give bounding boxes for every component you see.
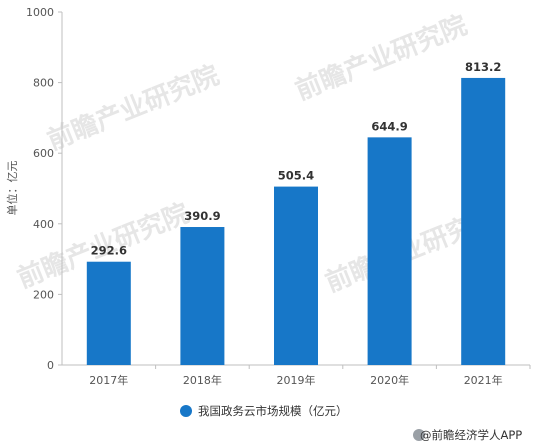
y-tick-label: 400 xyxy=(33,218,54,231)
bar xyxy=(461,77,506,365)
watermark-text: 前瞻产业研究院 xyxy=(43,60,223,157)
data-labels: 292.6 390.9 505.4 644.9 813.2 xyxy=(91,60,502,258)
y-axis-label: 单位：亿元 xyxy=(5,161,19,216)
bars-group xyxy=(86,77,506,365)
legend-label: 我国政务云市场规模（亿元） xyxy=(198,404,348,418)
x-axis-ticks: 2017年 2018年 2019年 2020年 2021年 xyxy=(89,365,531,387)
data-label: 813.2 xyxy=(465,60,501,74)
data-label: 505.4 xyxy=(278,169,314,183)
x-tick-label: 2018年 xyxy=(183,373,222,387)
data-label: 292.6 xyxy=(91,244,127,258)
source-credit: @前瞻经济学人APP xyxy=(413,428,522,442)
data-label: 644.9 xyxy=(371,119,407,133)
watermark-text: 前瞻产业研究院 xyxy=(291,10,471,107)
y-tick-label: 0 xyxy=(47,359,54,372)
x-tick-label: 2021年 xyxy=(464,373,503,387)
y-axis-ticks: 0 200 400 600 800 1000 xyxy=(26,6,62,372)
y-tick-label: 800 xyxy=(33,77,54,90)
y-tick-label: 200 xyxy=(33,288,54,301)
y-tick-label: 1000 xyxy=(26,6,54,19)
source-text: @前瞻经济学人APP xyxy=(420,428,522,442)
y-tick-label: 600 xyxy=(33,147,54,160)
bar xyxy=(367,137,412,365)
legend: 我国政务云市场规模（亿元） xyxy=(180,404,348,418)
watermark-layer: 前瞻产业研究院前瞻产业研究院前瞻产业研究院前瞻产业研究院 xyxy=(13,10,501,299)
x-tick-label: 2020年 xyxy=(370,373,409,387)
source-logo-icon xyxy=(413,429,425,441)
legend-marker xyxy=(180,405,192,417)
x-tick-label: 2017年 xyxy=(89,373,128,387)
bar xyxy=(180,227,225,365)
data-label: 390.9 xyxy=(184,209,220,223)
bar xyxy=(86,261,131,365)
bar xyxy=(274,186,318,365)
x-tick-label: 2019年 xyxy=(277,373,316,387)
